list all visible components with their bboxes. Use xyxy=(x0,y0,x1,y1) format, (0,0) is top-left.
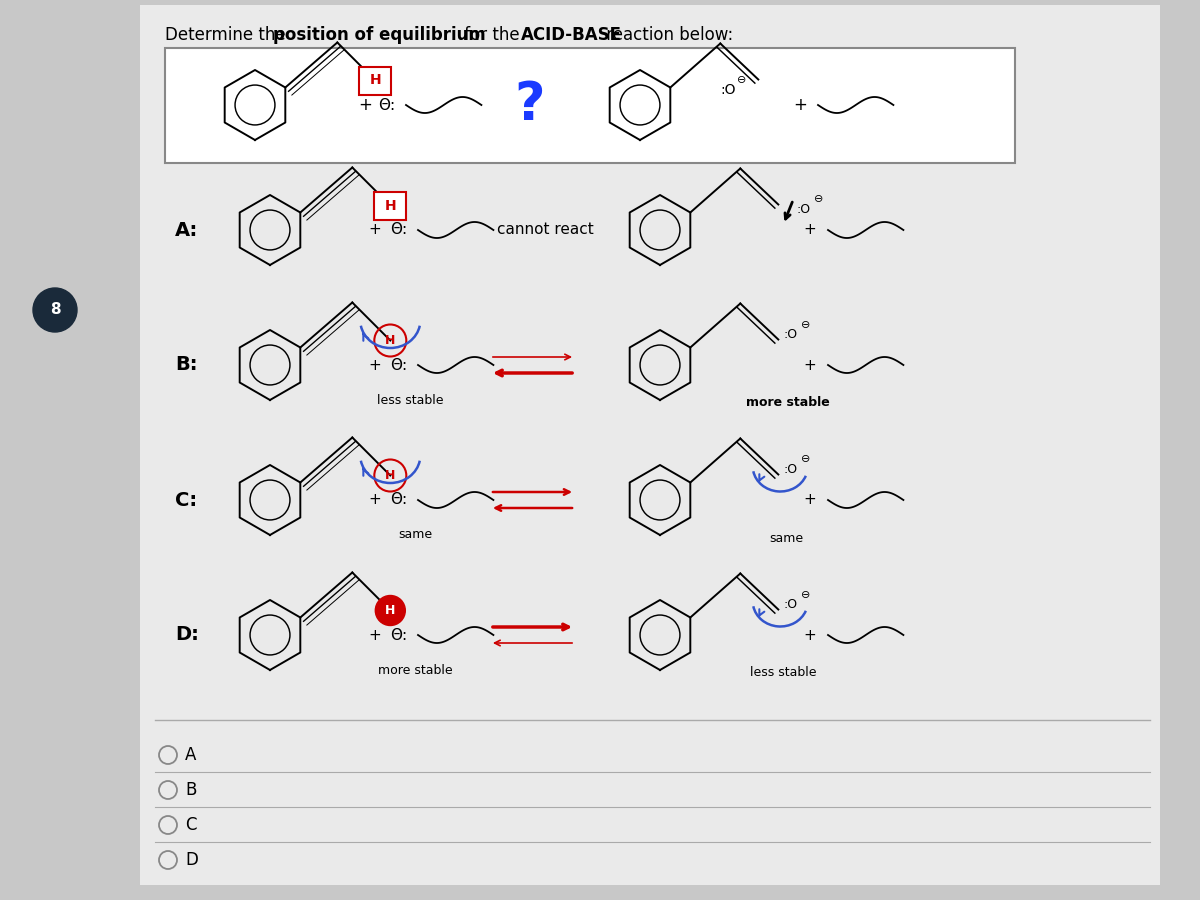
Text: Θ:: Θ: xyxy=(378,97,395,112)
Text: H: H xyxy=(384,199,396,212)
Text: H: H xyxy=(385,469,396,482)
Text: 8: 8 xyxy=(49,302,60,318)
Text: +: + xyxy=(358,96,372,114)
Text: position of equilibrium: position of equilibrium xyxy=(274,26,486,44)
Text: Θ:: Θ: xyxy=(390,357,407,373)
Text: Θ:: Θ: xyxy=(390,627,407,643)
Text: H: H xyxy=(385,604,396,617)
Text: +: + xyxy=(804,492,816,508)
Text: ⊖: ⊖ xyxy=(800,590,810,599)
Text: :O: :O xyxy=(784,463,798,476)
Text: more stable: more stable xyxy=(746,397,830,410)
Text: +: + xyxy=(368,357,382,373)
Text: same: same xyxy=(769,532,803,544)
Text: C:: C: xyxy=(175,491,197,509)
Text: for the: for the xyxy=(458,26,524,44)
Text: more stable: more stable xyxy=(378,663,452,677)
Text: +: + xyxy=(804,627,816,643)
Text: cannot react: cannot react xyxy=(497,222,593,238)
Text: +: + xyxy=(793,96,806,114)
Text: less stable: less stable xyxy=(750,667,816,680)
Text: same: same xyxy=(398,528,432,542)
Text: +: + xyxy=(368,222,382,238)
Text: A: A xyxy=(185,746,197,764)
Text: +: + xyxy=(804,357,816,373)
Text: reaction below:: reaction below: xyxy=(601,26,733,44)
Text: Determine the: Determine the xyxy=(166,26,290,44)
Text: +: + xyxy=(368,627,382,643)
Text: less stable: less stable xyxy=(377,393,443,407)
Text: Θ:: Θ: xyxy=(390,222,407,238)
Text: ⊖: ⊖ xyxy=(800,320,810,329)
Text: A:: A: xyxy=(175,220,198,239)
FancyBboxPatch shape xyxy=(140,5,1160,885)
Text: ⊖: ⊖ xyxy=(814,194,823,204)
Text: D: D xyxy=(185,851,198,869)
Circle shape xyxy=(376,596,406,626)
Text: H: H xyxy=(370,74,382,87)
Text: B: B xyxy=(185,781,197,799)
Text: ACID-BASE: ACID-BASE xyxy=(521,26,622,44)
Text: C: C xyxy=(185,816,197,834)
Text: ⊖: ⊖ xyxy=(737,75,746,85)
Text: ⊖: ⊖ xyxy=(800,454,810,464)
Circle shape xyxy=(34,288,77,332)
Text: Θ:: Θ: xyxy=(390,492,407,508)
Text: D:: D: xyxy=(175,626,199,644)
Text: +: + xyxy=(368,492,382,508)
FancyBboxPatch shape xyxy=(359,67,391,94)
Text: :O: :O xyxy=(784,328,798,341)
Text: H: H xyxy=(385,334,396,347)
FancyBboxPatch shape xyxy=(374,192,407,220)
Text: +: + xyxy=(804,222,816,238)
FancyBboxPatch shape xyxy=(166,48,1015,163)
Text: B:: B: xyxy=(175,356,198,374)
Text: :O: :O xyxy=(797,203,810,216)
Text: ?: ? xyxy=(515,79,545,131)
Text: :O: :O xyxy=(784,598,798,611)
Text: :O: :O xyxy=(720,83,736,97)
